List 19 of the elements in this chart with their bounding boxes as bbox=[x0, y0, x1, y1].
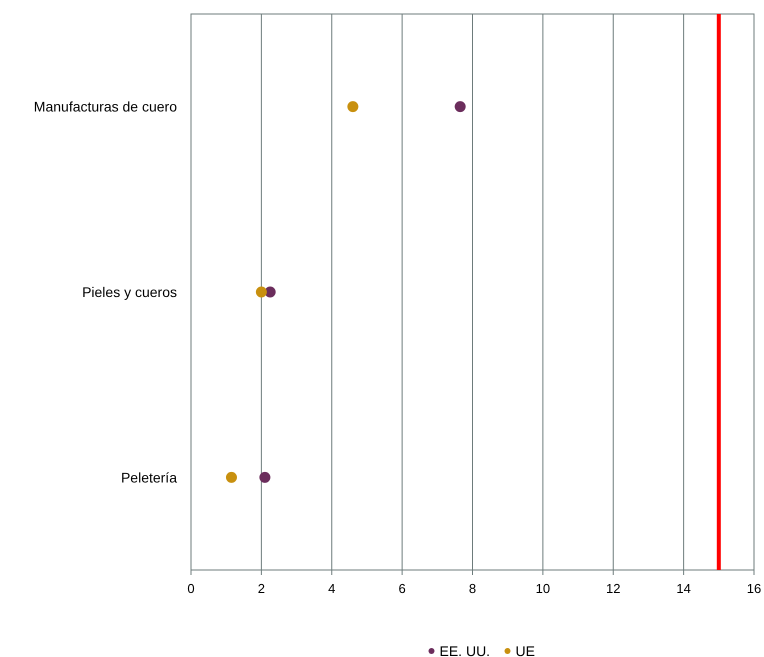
x-tick-label: 8 bbox=[468, 581, 476, 596]
x-tick-label: 2 bbox=[258, 581, 265, 596]
point bbox=[347, 101, 358, 112]
x-tick-label: 12 bbox=[606, 581, 620, 596]
x-tick-label: 4 bbox=[328, 581, 336, 596]
x-tick-label: 16 bbox=[746, 581, 762, 596]
point bbox=[454, 101, 466, 112]
y-tick-label: Pieles y cueros bbox=[82, 284, 177, 300]
x-tick-label: 6 bbox=[398, 581, 406, 596]
x-tick-label: 10 bbox=[536, 581, 550, 596]
point bbox=[226, 472, 237, 483]
x-tick-label: 0 bbox=[187, 581, 195, 596]
y-tick-label: Manufacturas de cuero bbox=[34, 98, 178, 115]
y-tick-label: Peletería bbox=[120, 469, 178, 486]
point bbox=[259, 472, 270, 483]
legend-label: UE bbox=[516, 643, 535, 657]
x-tick-label: 14 bbox=[676, 581, 691, 596]
legend-label: EE. UU. bbox=[440, 643, 490, 657]
point bbox=[256, 286, 267, 298]
